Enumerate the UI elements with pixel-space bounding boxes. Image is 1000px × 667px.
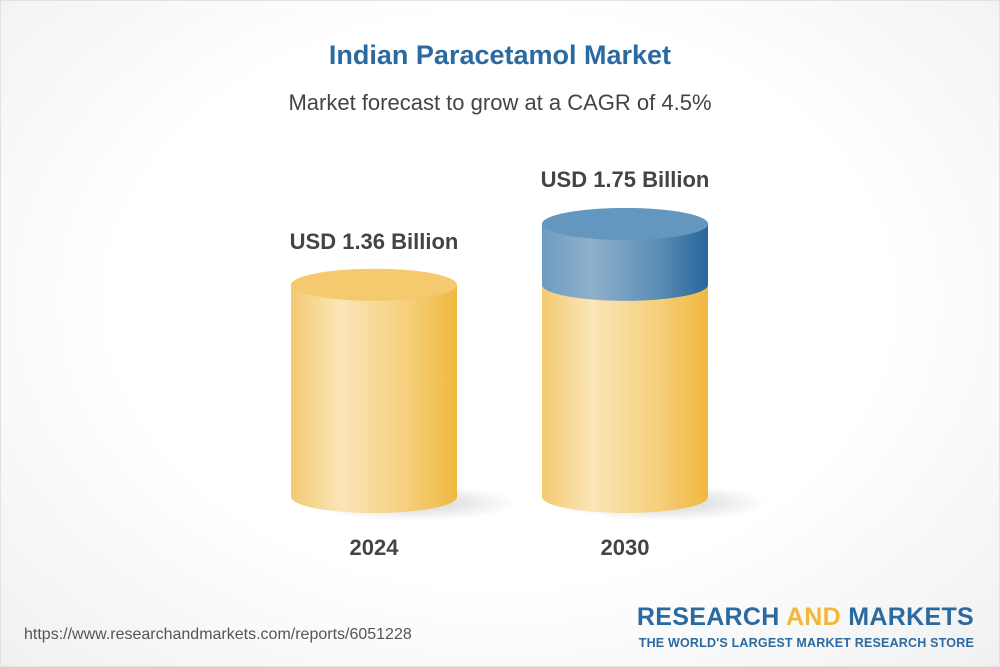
source-url[interactable]: https://www.researchandmarkets.com/repor…: [24, 626, 412, 643]
cylinder-base-segment-1: [542, 268, 708, 513]
chart-subtitle: Market forecast to grow at a CAGR of 4.5…: [288, 90, 712, 115]
cylinder-top-0: [291, 268, 457, 301]
category-label-0: 2024: [350, 535, 400, 560]
data-label-1: USD 1.75 Billion: [541, 167, 710, 192]
category-label-1: 2030: [601, 535, 650, 560]
logo-research: RESEARCH: [636, 603, 780, 631]
cylinder-body-0: [291, 268, 457, 513]
data-label-0: USD 1.36 Billion: [290, 229, 459, 254]
chart-title: Indian Paracetamol Market: [328, 40, 672, 70]
logo-and: AND: [785, 603, 842, 631]
logo-markets: MARKETS: [848, 603, 974, 631]
brand-tagline: THE WORLD'S LARGEST MARKET RESEARCH STOR…: [638, 636, 974, 650]
brand-logo: RESEARCH AND MARKETS: [637, 603, 974, 632]
cylinder-top-1: [542, 208, 708, 240]
